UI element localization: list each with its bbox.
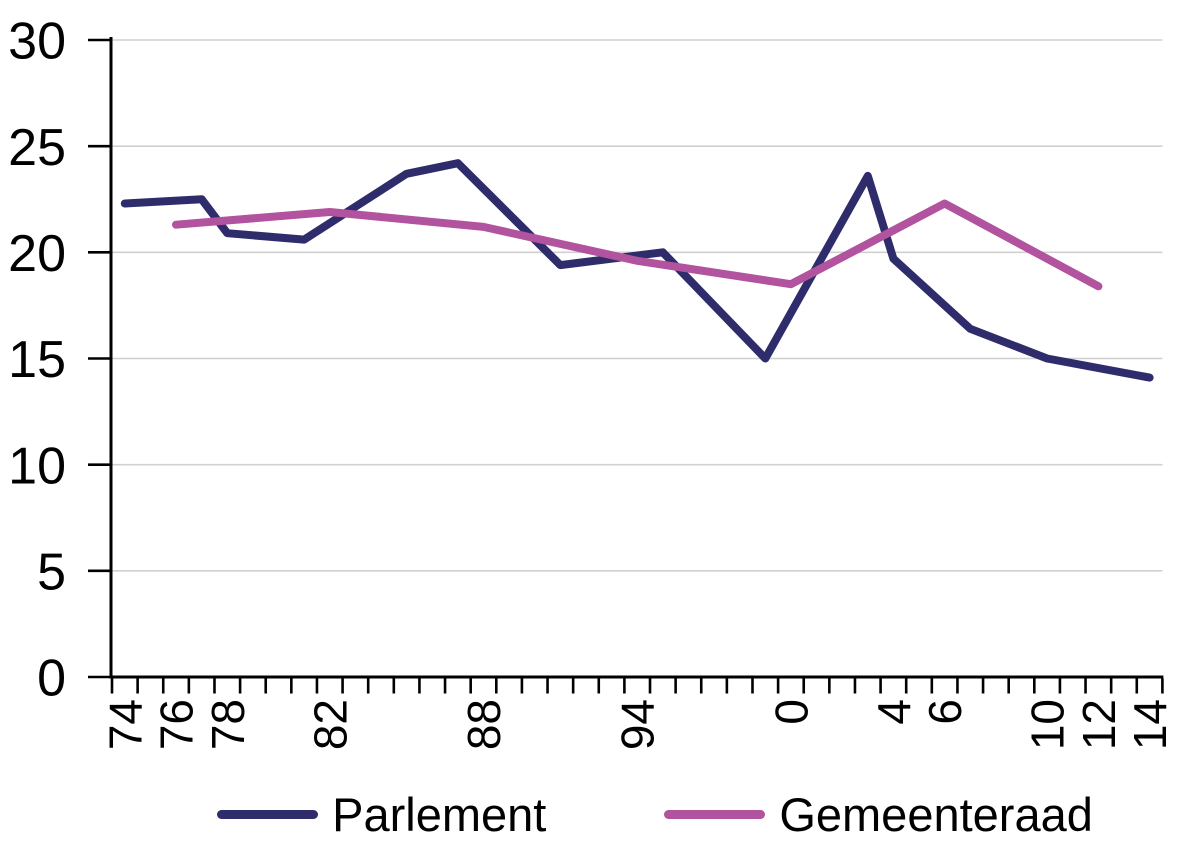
x-label-0: 0 — [765, 699, 817, 725]
legend-item-gemeenteraad: Gemeenteraad — [664, 791, 1093, 838]
y-tick-label-5: 5 — [37, 544, 66, 602]
y-tick-label-15: 15 — [8, 331, 66, 389]
gemeenteraad-line-swatch — [664, 810, 766, 819]
x-label-10: 10 — [1022, 699, 1074, 750]
x-label-14: 14 — [1124, 699, 1176, 750]
y-tick-label-25: 25 — [8, 119, 66, 177]
x-label-6: 6 — [919, 699, 971, 725]
y-tick-label-20: 20 — [8, 225, 66, 283]
legend-label-parlement: Parlement — [332, 788, 547, 841]
parlement-line-swatch — [217, 810, 319, 819]
y-tick-label-30: 30 — [8, 13, 66, 71]
x-label-76: 76 — [151, 699, 203, 750]
x-label-74: 74 — [99, 699, 151, 750]
chart-legend: Parlement Gemeenteraad — [110, 791, 1200, 838]
x-label-78: 78 — [202, 699, 254, 750]
series-line-gemeenteraad — [172, 199, 1103, 291]
y-tick-label-0: 0 — [37, 650, 66, 708]
x-label-4: 4 — [868, 699, 920, 725]
x-label-94: 94 — [612, 699, 664, 750]
series-line-parlement — [120, 159, 1154, 382]
y-tick-label-10: 10 — [8, 437, 66, 495]
legend-label-gemeenteraad: Gemeenteraad — [779, 788, 1093, 841]
x-label-88: 88 — [458, 699, 510, 750]
x-label-82: 82 — [304, 699, 356, 750]
legend-item-parlement: Parlement — [217, 791, 546, 838]
x-label-12: 12 — [1073, 699, 1125, 750]
